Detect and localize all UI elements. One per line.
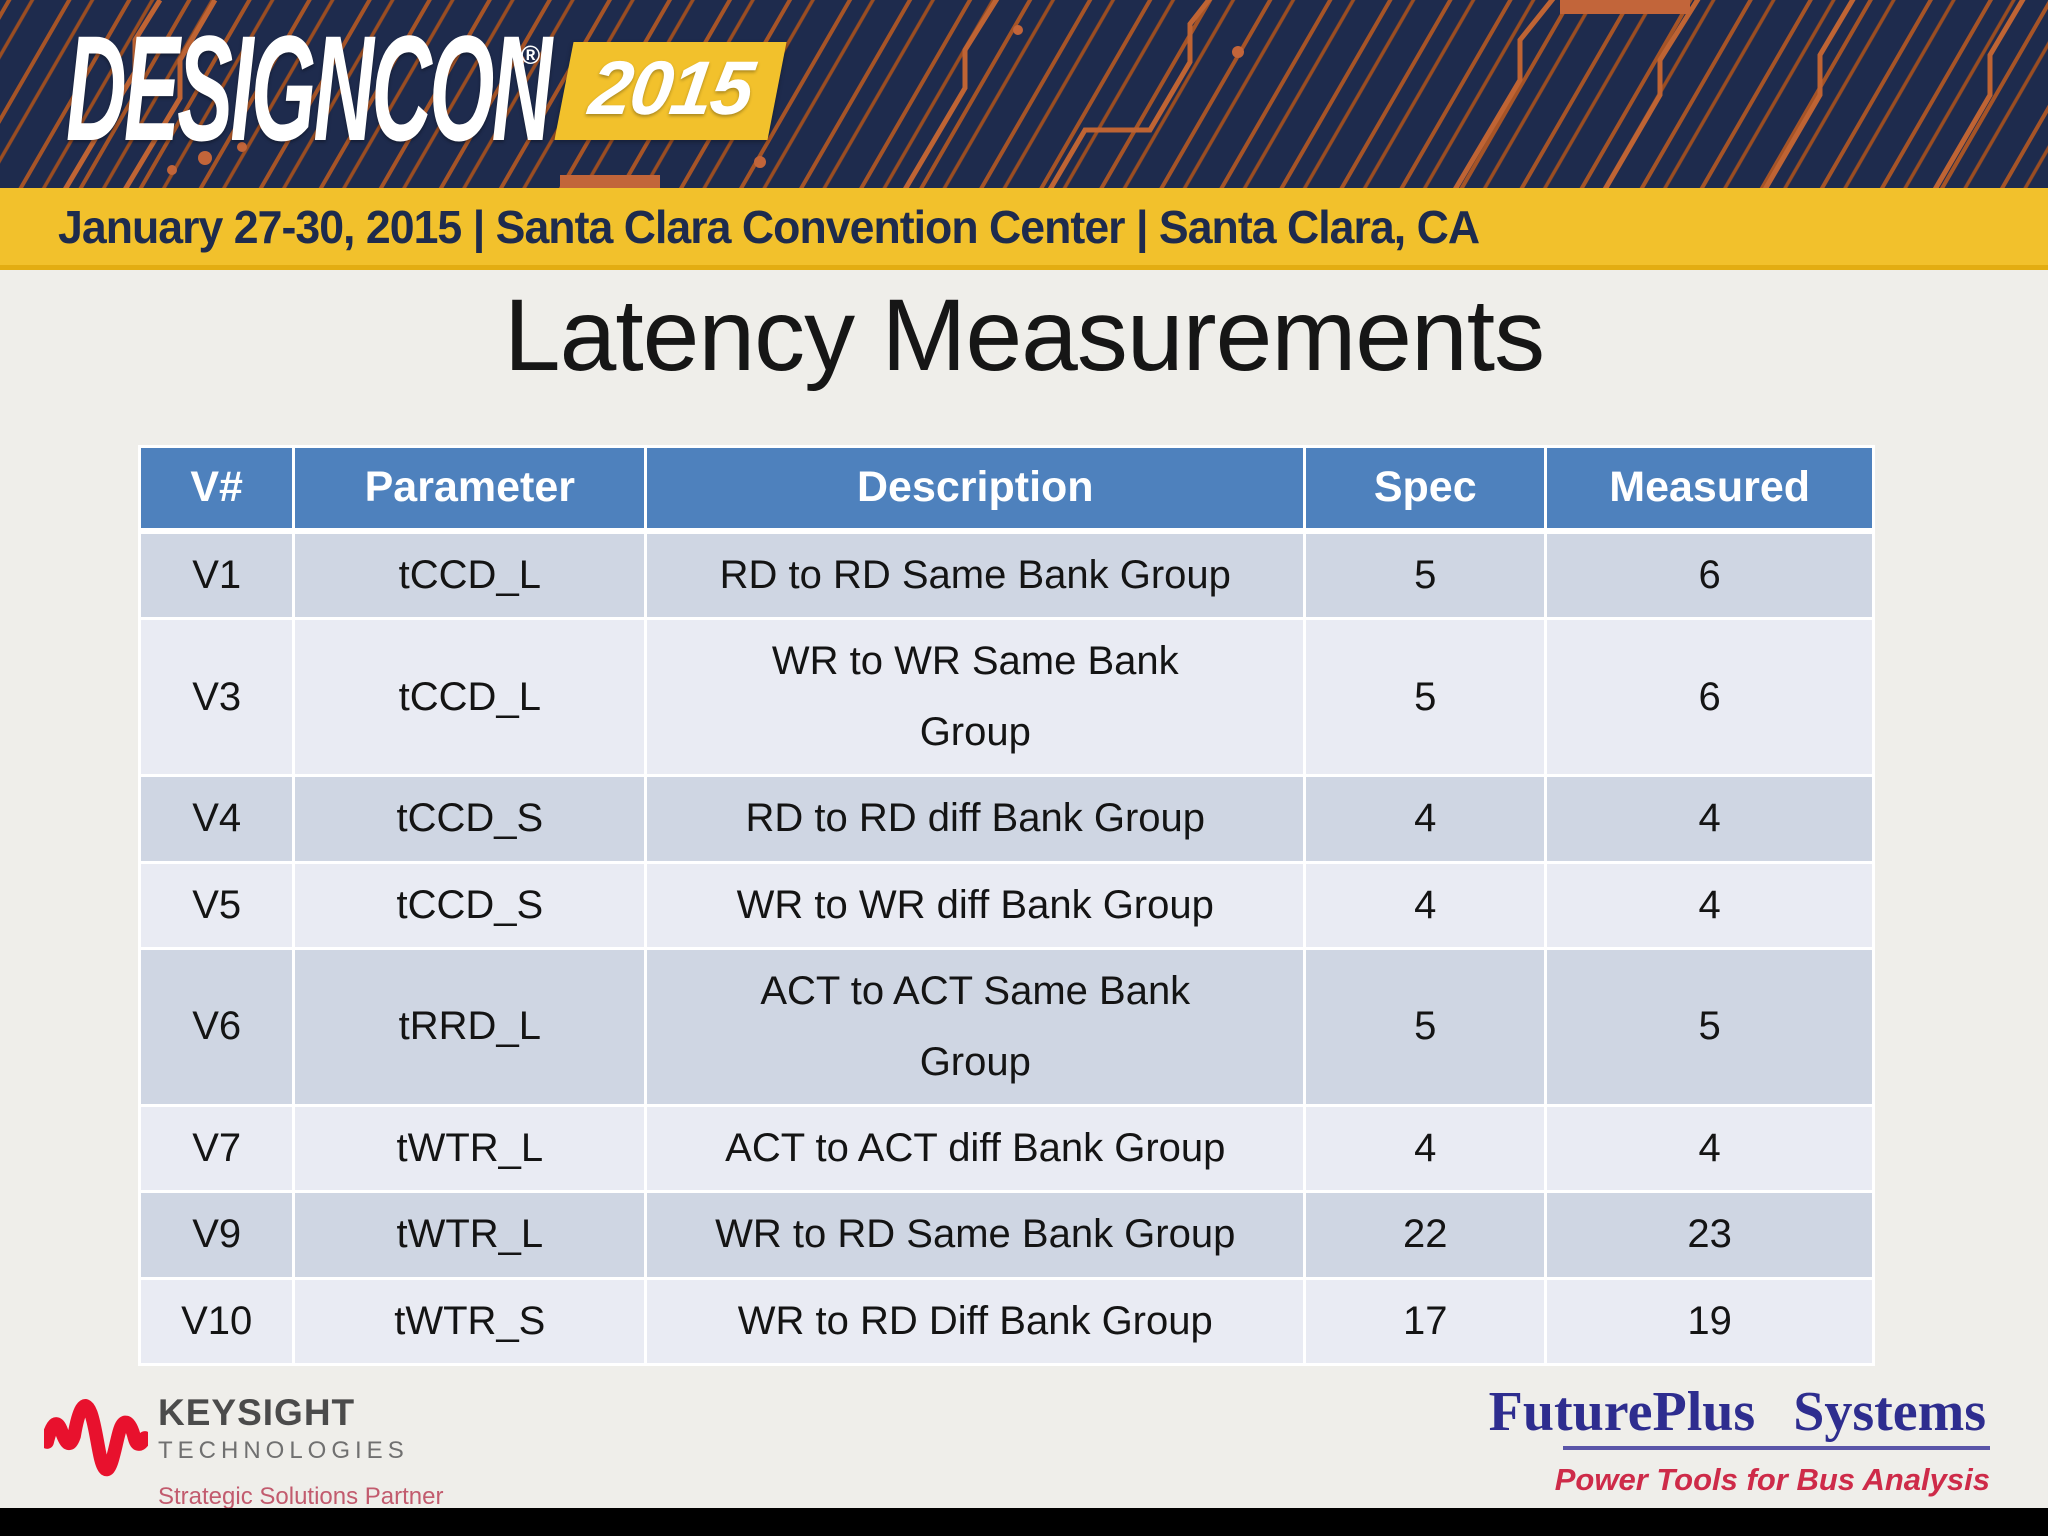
table-cell: tWTR_S — [292, 1276, 648, 1366]
column-header: Spec — [1303, 444, 1548, 534]
column-header: Parameter — [292, 444, 648, 534]
table-row: V6 tRRD_L ACT to ACT Same Bank Group 5 5 — [137, 946, 1875, 1108]
keysight-name: KEYSIGHT — [158, 1392, 356, 1433]
table-cell: 6 — [1544, 529, 1875, 621]
table-row: V4 tCCD_S RD to RD diff Bank Group 4 4 — [137, 774, 1875, 864]
designcon-year-text: 2015 — [584, 46, 758, 131]
keysight-text-block: KEYSIGHT TECHNOLOGIES Strategic Solution… — [158, 1390, 443, 1511]
keysight-waveform-icon — [44, 1399, 148, 1476]
table-cell: 4 — [1303, 774, 1548, 864]
latency-table: V# Parameter Description Spec Measured V1 tCC… — [137, 444, 1875, 1366]
table-cell: tWTR_L — [292, 1104, 648, 1194]
latency-table-head-row: V# Parameter Description Spec Measured — [137, 444, 1875, 534]
table-cell: WR to WR diff Bank Group — [644, 860, 1307, 950]
table-cell: RD to RD diff Bank Group — [644, 774, 1307, 864]
conference-banner: DesignCon ® 2015 — [0, 0, 2048, 188]
table-cell: ACT to ACT Same Bank Group — [644, 946, 1307, 1108]
designcon-logo-text: DesignCon — [66, 4, 552, 172]
table-cell: WR to RD Same Bank Group — [644, 1190, 1307, 1280]
table-cell: tCCD_S — [292, 774, 648, 864]
keysight-tagline: Strategic Solutions Partner — [158, 1482, 444, 1510]
table-cell: ACT to ACT diff Bank Group — [644, 1104, 1307, 1194]
registered-trademark-mark: ® — [521, 40, 541, 70]
table-row: V1 tCCD_L RD to RD Same Bank Group 5 6 — [137, 529, 1875, 621]
table-cell: 22 — [1303, 1190, 1548, 1280]
table-cell: V1 — [137, 529, 296, 621]
table-row: V3 tCCD_L WR to WR Same Bank Group 5 6 — [137, 617, 1875, 778]
table-cell: V6 — [137, 946, 296, 1108]
table-cell: WR to RD Diff Bank Group — [644, 1276, 1307, 1366]
event-info-text: January 27-30, 2015 | Santa Clara Conven… — [58, 200, 1480, 253]
column-header: Description — [644, 444, 1307, 534]
table-cell: tCCD_L — [292, 617, 648, 778]
table-cell: 4 — [1544, 860, 1875, 950]
table-cell: tCCD_L — [292, 529, 648, 621]
designcon-logo: DesignCon ® 2015 — [66, 8, 929, 168]
table-row: V5 tCCD_S WR to WR diff Bank Group 4 4 — [137, 860, 1875, 950]
table-cell: 6 — [1544, 617, 1875, 778]
table-cell: V3 — [137, 617, 296, 778]
table-cell: tCCD_S — [292, 860, 648, 950]
table-cell: tWTR_L — [292, 1190, 648, 1280]
bottom-letterbox-bar — [0, 1508, 2048, 1536]
futureplus-name: FuturePlus Systems — [1488, 1381, 1987, 1443]
table-cell: 5 — [1303, 946, 1548, 1108]
table-cell: 17 — [1303, 1276, 1548, 1366]
table-cell: 4 — [1544, 1104, 1875, 1194]
table-cell: V9 — [137, 1190, 296, 1280]
table-cell: 4 — [1303, 1104, 1548, 1194]
table-cell: V4 — [137, 774, 296, 864]
column-header: V# — [137, 444, 296, 534]
table-cell: tRRD_L — [292, 946, 648, 1108]
table-cell: 4 — [1303, 860, 1548, 950]
event-info-bar: January 27-30, 2015 | Santa Clara Conven… — [0, 188, 2048, 270]
table-row: V9 tWTR_L WR to RD Same Bank Group 22 23 — [137, 1190, 1875, 1280]
table-cell: 5 — [1303, 529, 1548, 621]
table-cell: 19 — [1544, 1276, 1875, 1366]
keysight-logo: KEYSIGHT TECHNOLOGIES Strategic Solution… — [44, 1390, 443, 1511]
table-cell: V5 — [137, 860, 296, 950]
latency-table-container: V# Parameter Description Spec Measured V1 tCC… — [137, 444, 1875, 1366]
designcon-year-badge: 2015 — [554, 42, 787, 140]
table-cell: 23 — [1544, 1190, 1875, 1280]
keysight-division: TECHNOLOGIES — [158, 1436, 409, 1464]
table-row: V10 tWTR_S WR to RD Diff Bank Group 17 19 — [137, 1276, 1875, 1366]
table-cell: WR to WR Same Bank Group — [644, 617, 1307, 778]
table-cell: 5 — [1303, 617, 1548, 778]
futureplus-logo: FuturePlus Systems Power Tools for Bus A… — [1485, 1381, 1990, 1498]
futureplus-tagline: Power Tools for Bus Analysis — [1554, 1461, 1990, 1497]
slide-title: Latency Measurements — [503, 278, 1545, 392]
futureplus-underline — [1562, 1445, 1990, 1450]
table-cell: RD to RD Same Bank Group — [644, 529, 1307, 621]
latency-table-body: V1 tCCD_L RD to RD Same Bank Group 5 6 V3 tCCD… — [137, 529, 1875, 1366]
table-cell: 5 — [1544, 946, 1875, 1108]
table-cell: V7 — [137, 1104, 296, 1194]
circuit-pattern-graphic — [0, 0, 2048, 188]
table-cell: 4 — [1544, 774, 1875, 864]
table-row: V7 tWTR_L ACT to ACT diff Bank Group 4 4 — [137, 1104, 1875, 1194]
column-header: Measured — [1544, 444, 1875, 534]
table-cell: V10 — [137, 1276, 296, 1366]
